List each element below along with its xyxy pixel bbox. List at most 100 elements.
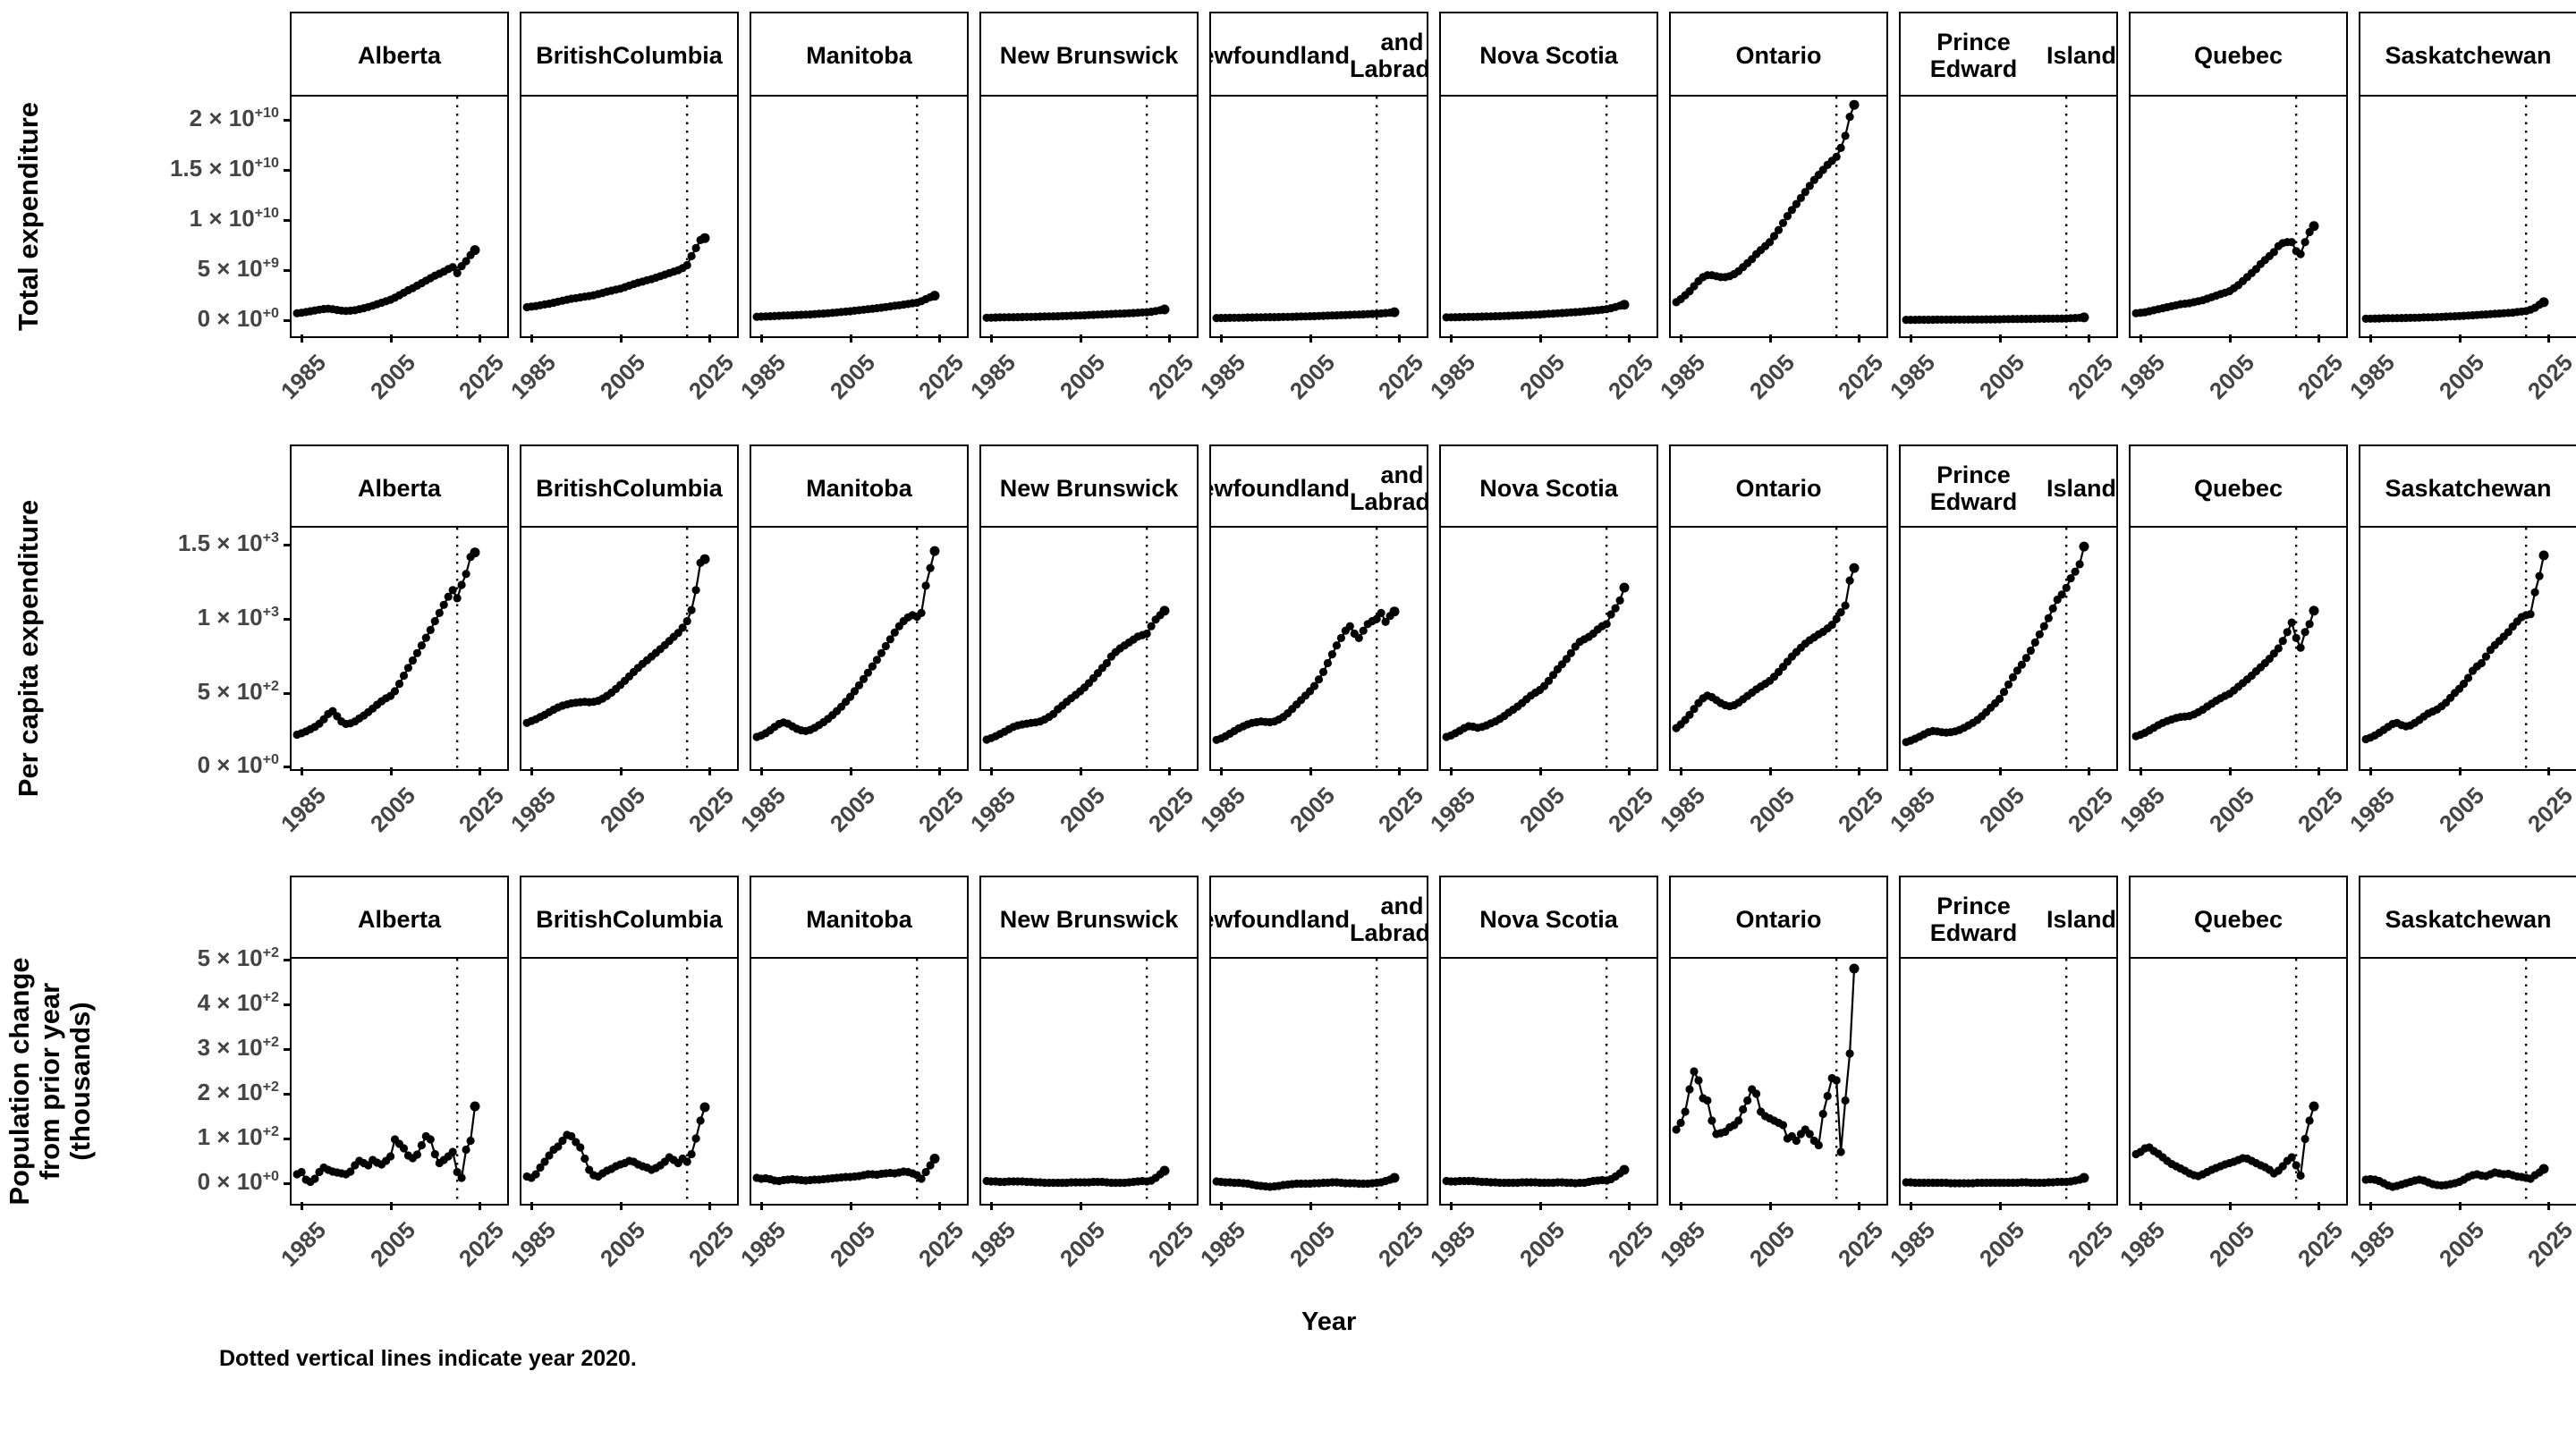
data-point <box>2309 221 2319 232</box>
x-tick-mark <box>1910 767 1913 775</box>
x-tick-mark <box>2088 1202 2091 1210</box>
facet-strip: British Columbia <box>520 876 739 962</box>
data-point <box>2287 1153 2296 1162</box>
x-tick-mark <box>1628 767 1631 775</box>
x-tick-label: 1985 <box>505 349 562 405</box>
x-tick-mark <box>1680 334 1683 343</box>
data-point <box>421 633 430 642</box>
x-tick-label: 1985 <box>275 782 332 838</box>
panel-plot-area <box>1442 959 1630 1204</box>
data-point <box>1792 1136 1801 1146</box>
facet-strip: Ontario <box>1669 12 1888 98</box>
x-tick-mark <box>619 767 623 775</box>
x-tick-mark <box>2458 767 2462 775</box>
data-point <box>687 1149 696 1159</box>
facet-panel <box>1209 95 1428 338</box>
facet-panel <box>1899 957 2118 1206</box>
data-point <box>2292 633 2301 642</box>
x-tick-mark <box>2140 767 2143 775</box>
facet-strip: Quebec <box>2129 12 2348 98</box>
x-tick-mark <box>1079 1202 1082 1210</box>
facet-panel <box>1439 957 1658 1206</box>
data-point <box>531 1170 540 1179</box>
data-point <box>1769 232 1779 241</box>
data-point <box>1685 710 1694 719</box>
x-tick-label: 2005 <box>364 349 420 405</box>
data-point <box>1685 1085 1694 1094</box>
facet-strip: New Brunswick <box>979 12 1199 98</box>
y-tick-label: 1 × 10+2 <box>197 1123 279 1150</box>
data-point <box>462 257 470 266</box>
data-point <box>470 547 480 558</box>
data-point <box>854 681 864 690</box>
panel-plot-area <box>292 959 480 1204</box>
data-point <box>2287 238 2296 247</box>
x-tick-mark <box>1628 334 1631 343</box>
data-point <box>2538 297 2549 308</box>
x-tick-mark <box>1168 334 1172 343</box>
data-point <box>2538 1164 2549 1174</box>
x-tick-label: 2025 <box>913 782 970 838</box>
data-point <box>1142 629 1151 639</box>
data-point <box>691 1134 700 1143</box>
data-point <box>386 1152 395 1161</box>
data-point <box>1836 143 1845 152</box>
x-tick-mark <box>760 334 764 343</box>
x-tick-mark <box>301 767 304 775</box>
x-tick-mark <box>1680 767 1683 775</box>
data-point <box>2039 622 2048 631</box>
facet-strip: Alberta <box>290 12 509 98</box>
data-point <box>2504 628 2512 637</box>
data-point <box>2004 680 2013 689</box>
data-point <box>1681 1107 1690 1116</box>
x-tick-label: 2005 <box>1513 782 1570 838</box>
data-point <box>1159 605 1170 616</box>
data-point <box>1845 113 1854 122</box>
data-point <box>2301 628 2309 637</box>
facet-panel <box>290 526 509 771</box>
facet-strip: Alberta <box>290 876 509 962</box>
data-point <box>2296 643 2305 652</box>
x-tick-label: 2005 <box>2203 782 2259 838</box>
data-point <box>1778 1121 1788 1130</box>
data-series-line <box>296 551 476 736</box>
x-tick-label: 1985 <box>735 782 792 838</box>
y-tick-label: 4 × 10+2 <box>197 989 279 1016</box>
x-tick-label: 2005 <box>364 782 420 838</box>
data-point <box>1159 1165 1170 1176</box>
data-point <box>1309 681 1319 690</box>
y-tick-mark <box>284 319 292 323</box>
x-tick-label: 2025 <box>1373 782 1429 838</box>
facet-strip: Nova Scotia <box>1439 876 1658 962</box>
facet-panel <box>1669 526 1888 771</box>
x-tick-mark <box>301 1202 304 1210</box>
y-tick-label: 2 × 10+10 <box>189 104 279 131</box>
data-point <box>917 1174 926 1183</box>
x-tick-mark <box>2228 767 2232 775</box>
data-point <box>1562 655 1571 664</box>
y-tick-mark <box>284 959 292 961</box>
facet-panel <box>2359 957 2576 1206</box>
x-tick-mark <box>389 334 393 343</box>
x-tick-label: 2025 <box>1833 782 1889 838</box>
x-tick-label: 2005 <box>594 1216 650 1273</box>
data-point <box>430 1149 439 1159</box>
y-tick-mark <box>284 269 292 273</box>
x-tick-mark <box>2547 1202 2551 1210</box>
x-tick-label: 2005 <box>1973 349 2029 405</box>
panel-plot-area <box>1212 528 1400 769</box>
data-point <box>868 662 877 671</box>
panel-plot-area <box>752 959 940 1204</box>
facet-strip: Prince Edward Island <box>1899 12 2118 98</box>
panel-plot-area <box>1212 97 1400 336</box>
data-point <box>2062 583 2071 592</box>
data-point <box>554 1142 563 1151</box>
data-point <box>412 648 421 657</box>
facet-strip: Newfoundlandand Labrador <box>1209 12 1428 98</box>
data-point <box>926 1161 935 1170</box>
x-tick-mark <box>1309 334 1312 343</box>
data-point <box>1544 676 1554 685</box>
x-tick-label: 1985 <box>1655 782 1711 838</box>
facet-strip: Nova Scotia <box>1439 444 1658 531</box>
facet-panel <box>520 95 739 338</box>
